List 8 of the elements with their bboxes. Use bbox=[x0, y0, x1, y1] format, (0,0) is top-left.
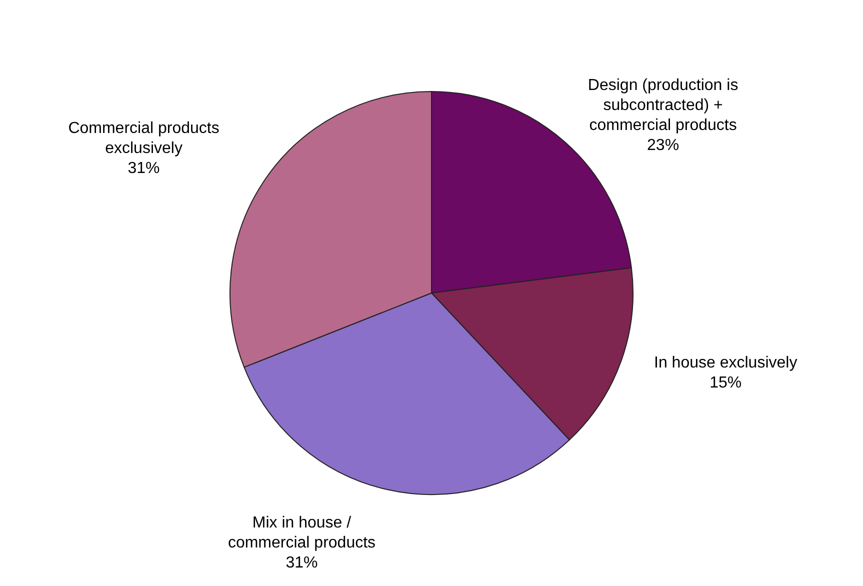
slice-label: In house exclusively bbox=[654, 354, 798, 372]
data-label: 15% bbox=[710, 374, 742, 392]
slice-label: Design (production is subcontracted) + commercial products bbox=[588, 77, 738, 134]
slice-label: Commercial products exclusively bbox=[68, 120, 220, 158]
data-label: 23% bbox=[647, 137, 680, 154]
data-label: 31% bbox=[128, 160, 160, 178]
data-label: 31% bbox=[286, 554, 318, 572]
slice-label: Mix in house / commercial products bbox=[228, 514, 376, 552]
